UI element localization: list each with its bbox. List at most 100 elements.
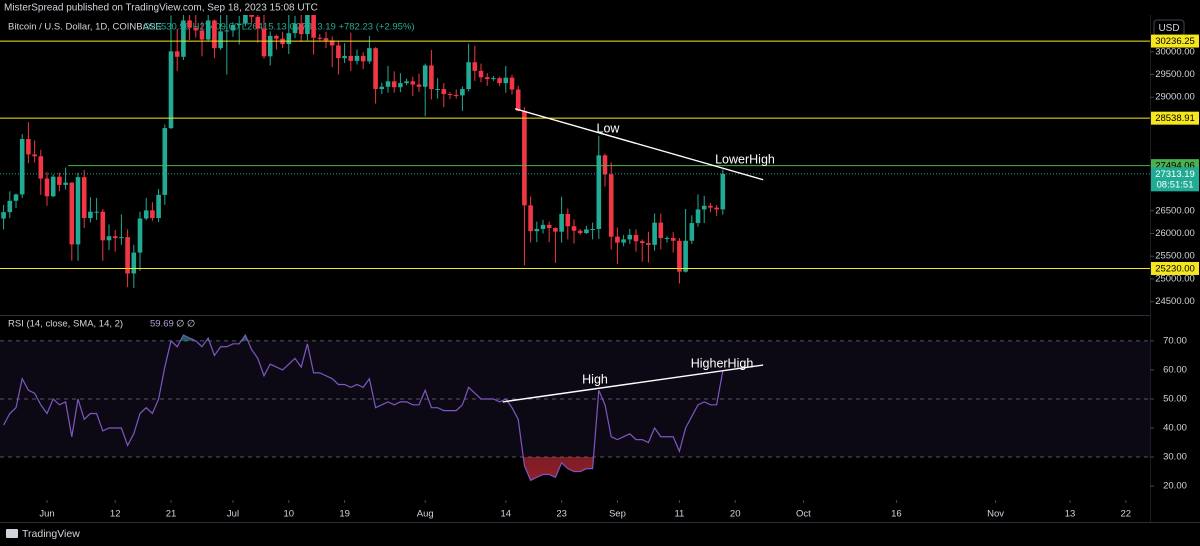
candle-body bbox=[236, 23, 242, 25]
candle-body bbox=[44, 178, 50, 197]
x-tick-label: 20 bbox=[730, 509, 741, 520]
candle-body bbox=[472, 62, 478, 71]
candle-body bbox=[274, 35, 279, 39]
candle-body bbox=[199, 30, 205, 40]
candle-body bbox=[701, 205, 707, 210]
y-tick-label: 70.00 bbox=[1163, 335, 1187, 346]
candle-body bbox=[13, 194, 19, 201]
x-tick-label: 19 bbox=[339, 509, 350, 520]
candle-body bbox=[528, 205, 533, 232]
rsi-band bbox=[0, 340, 1150, 458]
candle-body bbox=[243, 15, 248, 24]
level-label-box bbox=[1151, 111, 1199, 125]
candle-body bbox=[658, 222, 664, 239]
candle-body bbox=[317, 37, 323, 39]
candle-body bbox=[379, 86, 385, 90]
candle-body bbox=[205, 20, 211, 40]
candle-body bbox=[627, 234, 633, 240]
y-tick-label: 29000.00 bbox=[1155, 92, 1195, 103]
candle-body bbox=[212, 20, 217, 49]
y-tick-label: 30000.00 bbox=[1155, 46, 1195, 57]
x-tick-label: Jul bbox=[227, 509, 239, 520]
candle-body bbox=[590, 228, 595, 230]
level-label-box bbox=[1151, 34, 1199, 48]
trend-line bbox=[502, 364, 764, 403]
y-tick-label: 50.00 bbox=[1163, 394, 1187, 405]
rsi-pane bbox=[0, 333, 1150, 482]
y-tick-label: 20.00 bbox=[1163, 481, 1187, 492]
candle-body bbox=[193, 27, 199, 31]
candle-body bbox=[156, 194, 161, 219]
x-tick-label: 12 bbox=[110, 509, 121, 520]
price-legend: Bitcoin / U.S. Dollar, 1D, COINBASE bbox=[8, 22, 162, 33]
candle-body bbox=[491, 78, 496, 80]
candle-body bbox=[367, 48, 372, 62]
candle-body bbox=[373, 48, 378, 90]
price-pane bbox=[0, 15, 1150, 289]
x-tick-label: 21 bbox=[166, 509, 177, 520]
candle-body bbox=[447, 94, 453, 96]
candle-body bbox=[106, 236, 112, 241]
candle-body bbox=[441, 89, 447, 95]
y-tick-label: 60.00 bbox=[1163, 364, 1187, 375]
candle-body bbox=[391, 81, 397, 88]
candle-body bbox=[466, 62, 471, 90]
y-tick-label: 24500.00 bbox=[1155, 296, 1195, 307]
candle-body bbox=[689, 223, 695, 241]
candle-body bbox=[181, 20, 186, 57]
footer-logo: TradingView bbox=[6, 528, 80, 540]
candle-body bbox=[305, 15, 310, 35]
candle-body bbox=[63, 182, 68, 185]
annotation: LowerHigh bbox=[715, 152, 775, 166]
candle-body bbox=[398, 83, 403, 88]
candle-body bbox=[26, 139, 31, 155]
candle-body bbox=[515, 89, 521, 111]
candle-body bbox=[354, 55, 360, 61]
candle-body bbox=[509, 77, 515, 90]
level-label: 25230.00 bbox=[1155, 263, 1195, 274]
y-tick-label: 26000.00 bbox=[1155, 228, 1195, 239]
candle-body bbox=[267, 35, 273, 57]
candle-body bbox=[385, 81, 391, 87]
x-tick-label: 22 bbox=[1121, 509, 1132, 520]
candle-body bbox=[88, 211, 93, 219]
candle-body bbox=[168, 51, 174, 129]
x-tick-label: Oct bbox=[796, 509, 811, 520]
candle-body bbox=[720, 173, 726, 210]
rsi-value: 59.69 bbox=[150, 319, 174, 330]
candle-body bbox=[360, 55, 366, 62]
x-tick-label: 11 bbox=[674, 509, 684, 520]
candle-body bbox=[174, 51, 180, 57]
annotation: High bbox=[582, 372, 608, 386]
candle-body bbox=[32, 154, 37, 157]
candle-body bbox=[435, 89, 440, 91]
candle-body bbox=[559, 213, 564, 232]
x-tick-label: Aug bbox=[417, 509, 434, 520]
candle-body bbox=[497, 78, 502, 84]
x-tick-label: 13 bbox=[1065, 509, 1076, 520]
y-tick-label: 30.00 bbox=[1163, 452, 1187, 463]
candle-body bbox=[534, 228, 540, 232]
candle-body bbox=[429, 65, 434, 90]
candle-body bbox=[404, 81, 409, 84]
candle-body bbox=[677, 240, 682, 272]
candle-body bbox=[460, 89, 465, 96]
candle-body bbox=[57, 176, 62, 185]
candle-body bbox=[125, 237, 130, 274]
candle-body bbox=[323, 38, 329, 41]
rsi-legend: RSI (14, close, SMA, 14, 2) bbox=[8, 319, 123, 330]
candle-body bbox=[695, 209, 701, 224]
candle-body bbox=[639, 241, 645, 244]
level-label-box bbox=[1151, 261, 1199, 275]
candle-body bbox=[621, 239, 626, 243]
candle-body bbox=[137, 218, 143, 253]
candle-body bbox=[224, 30, 230, 32]
candle-body bbox=[484, 77, 490, 80]
candle-body bbox=[608, 174, 614, 237]
candle-body bbox=[1, 212, 6, 219]
candle-body bbox=[503, 77, 509, 84]
last-price-box bbox=[1151, 167, 1199, 192]
candle-body bbox=[249, 15, 254, 17]
candle-body bbox=[546, 224, 552, 229]
